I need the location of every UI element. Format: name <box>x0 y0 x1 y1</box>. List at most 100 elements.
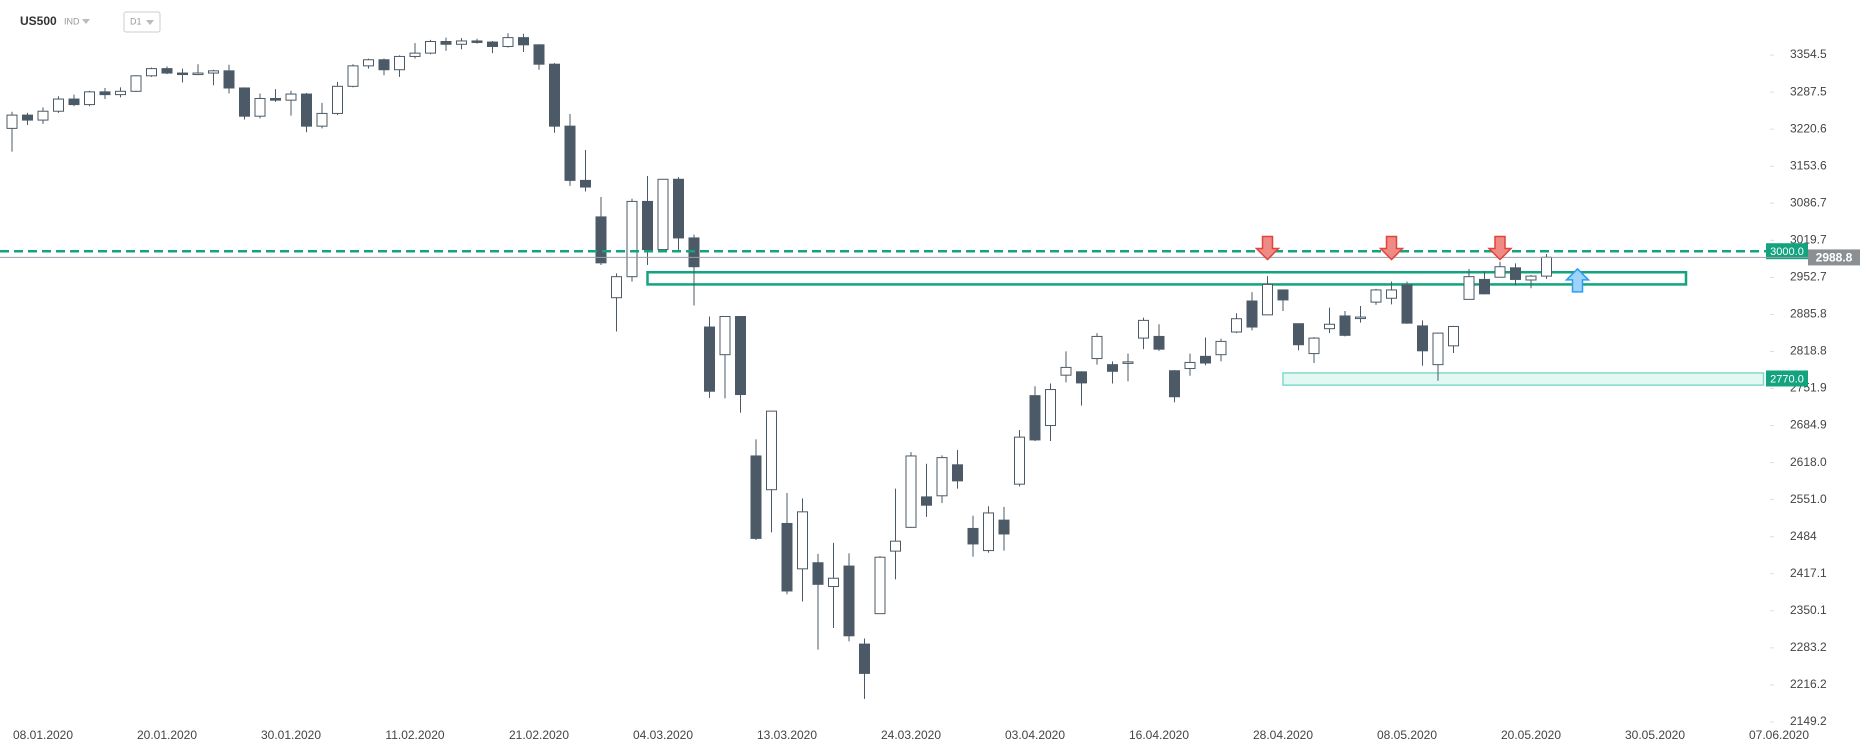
y-tick-label: 3354.5 <box>1790 47 1827 61</box>
candle-body <box>378 59 390 71</box>
candle-body <box>936 457 948 497</box>
timeframe[interactable]: D1 <box>130 16 142 26</box>
zone <box>646 270 1688 286</box>
y-tick-label: 2818.8 <box>1790 344 1827 358</box>
signal-arrow <box>1254 235 1281 261</box>
candle-body <box>735 316 746 396</box>
x-tick-label: 07.06.2020 <box>1749 728 1809 742</box>
candle-body <box>580 179 591 188</box>
last-price-label: 2988.8 <box>1816 251 1853 265</box>
candle-body <box>1448 325 1459 347</box>
market: IND <box>64 16 80 26</box>
candle-body <box>1386 289 1397 299</box>
y-tick-label: 3220.6 <box>1790 121 1827 135</box>
candle-body <box>890 540 901 552</box>
x-tick-label: 08.01.2020 <box>13 728 73 742</box>
y-tick-label: 3019.7 <box>1790 232 1827 246</box>
candle-body <box>1246 300 1258 328</box>
candle-body <box>1138 319 1149 339</box>
candle-body <box>301 93 312 127</box>
candle-body <box>1200 355 1211 364</box>
candle-body <box>22 114 33 121</box>
candle-body <box>1060 366 1072 376</box>
candle-body <box>905 455 917 528</box>
signal-arrow <box>1487 235 1513 261</box>
candle-body <box>843 565 855 637</box>
candle-body <box>673 178 684 239</box>
candle-body <box>1324 323 1335 330</box>
candle-body <box>1014 436 1025 485</box>
candle-body <box>549 63 560 127</box>
candle-body <box>1231 318 1242 333</box>
candle-body <box>1122 361 1134 364</box>
candle-body <box>1215 340 1227 356</box>
x-tick-label: 24.03.2020 <box>881 728 941 742</box>
candle-body <box>1432 332 1444 366</box>
candle-body <box>471 40 483 43</box>
candle-body <box>859 643 870 674</box>
candle-body <box>781 522 793 592</box>
candle-body <box>533 44 545 65</box>
candle-body <box>828 577 839 588</box>
candle-body <box>874 556 886 615</box>
candle-body <box>115 90 126 96</box>
candle-body <box>1463 276 1475 300</box>
candle-body <box>595 216 607 264</box>
candle-body <box>1091 335 1103 360</box>
candle-body <box>952 464 963 482</box>
candle-body <box>161 68 173 74</box>
candle-body <box>37 110 49 121</box>
y-tick-label: 3153.6 <box>1790 158 1827 172</box>
x-tick-label: 20.01.2020 <box>137 728 197 742</box>
candle-body <box>1401 284 1413 324</box>
candle-body <box>998 519 1010 535</box>
candle-body <box>409 52 421 57</box>
candle-body <box>1417 325 1428 352</box>
candle-body <box>223 70 235 89</box>
x-tick-label: 21.02.2020 <box>509 728 569 742</box>
y-tick-label: 2618.0 <box>1790 455 1827 469</box>
candle-body <box>6 114 18 129</box>
candle-body <box>1184 361 1196 370</box>
level-tag <box>1766 370 1808 387</box>
candle-body <box>704 326 715 392</box>
x-tick-label: 30.05.2020 <box>1625 728 1685 742</box>
candle-body <box>626 200 638 278</box>
y-tick-label: 2684.9 <box>1790 418 1827 432</box>
candle-body <box>657 178 669 251</box>
y-tick-label: 2551.0 <box>1790 492 1827 506</box>
candle-body <box>983 512 994 552</box>
timeframe-box[interactable] <box>123 11 161 33</box>
candle-body <box>1277 289 1289 301</box>
x-tick-label: 30.01.2020 <box>261 728 321 742</box>
candle-body <box>611 276 622 299</box>
candle-body <box>1525 275 1537 281</box>
candle-body <box>440 41 452 45</box>
candle-body <box>719 316 731 356</box>
candle-body <box>1169 370 1180 398</box>
candle-body <box>812 562 824 585</box>
level-label: 2770.0 <box>1770 373 1804 385</box>
candle-body <box>642 200 653 251</box>
timeframe-dropdown[interactable] <box>146 20 154 25</box>
candle-body <box>146 68 157 77</box>
y-tick-label: 2350.1 <box>1790 603 1827 617</box>
candle-body <box>797 511 808 570</box>
y-tick-label: 2283.2 <box>1790 640 1827 654</box>
candle-body <box>564 125 576 181</box>
candle-body <box>1479 278 1490 295</box>
candle-body <box>254 97 266 117</box>
candle-body <box>518 37 529 46</box>
candle-body <box>487 41 498 47</box>
zone <box>1282 372 1765 386</box>
candle-body <box>766 410 777 491</box>
candle-body <box>394 55 405 71</box>
signal-arrow <box>1564 267 1591 293</box>
candle-body <box>1339 315 1351 336</box>
market-dropdown[interactable] <box>82 19 90 24</box>
candle-body <box>177 72 188 76</box>
y-tick-label: 2417.1 <box>1790 566 1827 580</box>
x-tick-label: 11.02.2020 <box>385 728 444 742</box>
candle-body <box>1370 289 1382 303</box>
